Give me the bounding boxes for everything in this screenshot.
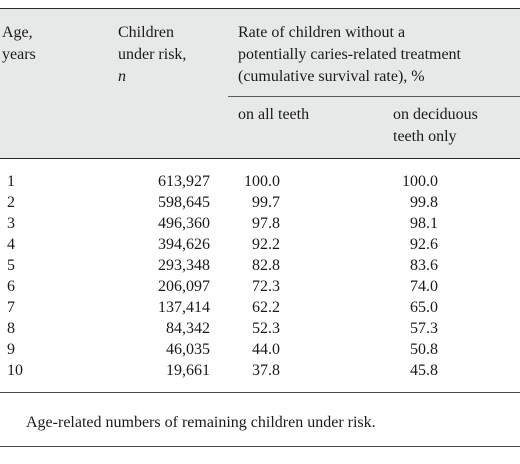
header-children-line-2: under risk, [118, 46, 187, 63]
cell-all-teeth: 44.0 [252, 341, 280, 358]
cell-children: 598,645 [158, 194, 210, 211]
header-rate-line-1: Rate of children without a [238, 24, 406, 41]
cell-age: 3 [7, 215, 15, 232]
header-rate-line-3: (cumulative survival rate), % [238, 68, 425, 85]
header-deciduous-line-2: teeth only [393, 128, 457, 145]
cell-age: 10 [7, 362, 23, 379]
cell-deciduous: 45.8 [410, 362, 438, 379]
cell-deciduous: 83.6 [410, 257, 438, 274]
cell-age: 1 [7, 173, 15, 190]
cell-age: 6 [7, 278, 15, 295]
cell-all-teeth: 52.3 [252, 320, 280, 337]
cell-all-teeth: 72.3 [252, 278, 280, 295]
cell-deciduous: 57.3 [410, 320, 438, 337]
cell-all-teeth: 92.2 [252, 236, 280, 253]
cell-deciduous: 50.8 [410, 341, 438, 358]
cell-age: 8 [7, 320, 15, 337]
cell-children: 293,348 [158, 257, 210, 274]
cell-deciduous: 100.0 [402, 173, 438, 190]
header-children-line-3: n [118, 68, 126, 85]
header-age-line-1: Age, [2, 24, 33, 41]
cell-all-teeth: 62.2 [252, 299, 280, 316]
cell-age: 4 [7, 236, 15, 253]
cell-age: 5 [7, 257, 15, 274]
cell-deciduous: 65.0 [410, 299, 438, 316]
header-age-line-2: years [2, 46, 36, 63]
cell-children: 613,927 [158, 173, 210, 190]
cell-all-teeth: 99.7 [252, 194, 280, 211]
cell-children: 137,414 [158, 299, 210, 316]
cell-children: 19,661 [166, 362, 210, 379]
table-footnote: Age-related numbers of remaining childre… [26, 414, 376, 431]
header-bottom-rule [0, 158, 520, 159]
cell-children: 496,360 [158, 215, 210, 232]
cell-deciduous: 99.8 [410, 194, 438, 211]
top-rule [0, 8, 520, 9]
cell-deciduous: 98.1 [410, 215, 438, 232]
cell-children: 46,035 [166, 341, 210, 358]
header-all-teeth: on all teeth [238, 106, 310, 123]
cell-deciduous: 92.6 [410, 236, 438, 253]
header-deciduous-line-1: on deciduous [393, 106, 478, 123]
cell-all-teeth: 100.0 [244, 173, 280, 190]
table-header-band [0, 8, 520, 158]
header-subrule [228, 96, 520, 97]
header-children-line-1: Children [118, 24, 174, 41]
body-bottom-rule [0, 392, 520, 393]
cell-age: 9 [7, 341, 15, 358]
cell-all-teeth: 37.8 [252, 362, 280, 379]
cell-all-teeth: 82.8 [252, 257, 280, 274]
cell-children: 206,097 [158, 278, 210, 295]
footnote-bottom-rule [0, 446, 520, 447]
header-rate-line-2: potentially caries-related treatment [238, 46, 461, 63]
cell-all-teeth: 97.8 [252, 215, 280, 232]
cell-children: 84,342 [166, 320, 210, 337]
cell-age: 2 [7, 194, 15, 211]
cell-age: 7 [7, 299, 15, 316]
cell-children: 394,626 [158, 236, 210, 253]
cell-deciduous: 74.0 [410, 278, 438, 295]
